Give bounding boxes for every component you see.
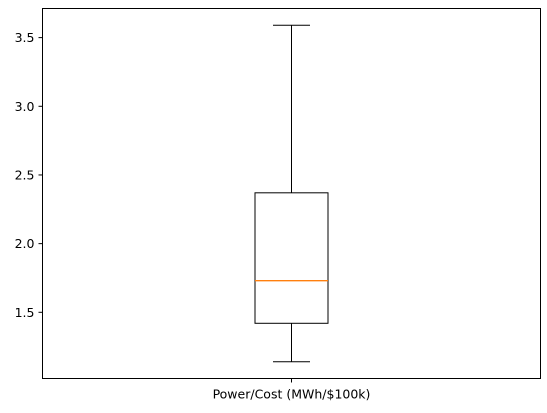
y-tick-label: 2.0	[15, 236, 35, 251]
y-tick-label: 1.5	[15, 305, 35, 320]
y-tick-label: 3.5	[15, 30, 35, 45]
x-axis: Power/Cost (MWh/$100k)	[213, 378, 371, 402]
y-tick-label: 3.0	[15, 99, 35, 114]
y-axis: 1.5 2.0 2.5 3.0 3.5	[15, 30, 43, 320]
iqr-box	[254, 192, 329, 324]
y-tick-label: 2.5	[15, 167, 35, 182]
x-tick-label: Power/Cost (MWh/$100k)	[213, 387, 371, 402]
plot-marks	[254, 24, 329, 363]
